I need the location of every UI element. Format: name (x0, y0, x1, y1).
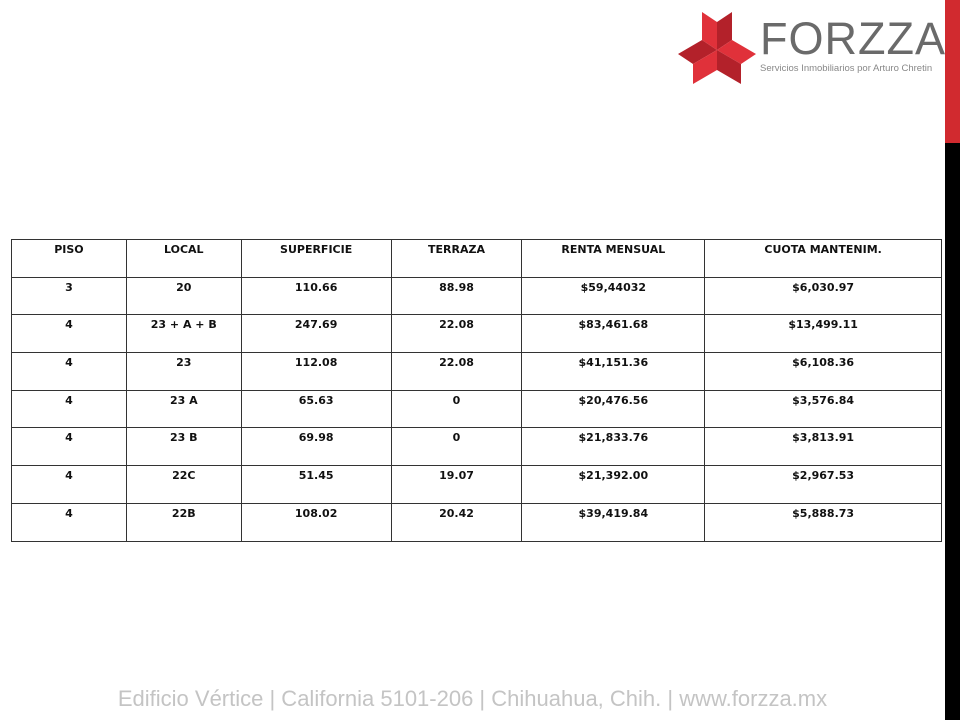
table-cell: 23 A (125, 389, 242, 429)
table-header-row: PISO LOCAL SUPERFICIE TERRAZA RENTA MENSUAL C… (11, 239, 942, 278)
table-row: 4 23 A 65.63 0 $20,476.56 $3,576.84 (11, 389, 942, 429)
table-cell: $6,108.36 (704, 352, 942, 391)
table-cell: 23 B (125, 427, 242, 467)
table-cell: $2,967.53 (704, 465, 942, 504)
table-cell: 0 (390, 389, 523, 429)
table-cell: $3,576.84 (704, 389, 942, 429)
table-row: 4 23 + A + B 247.69 22.08 $83,461.68 $13,499.… (11, 314, 942, 354)
table-cell: $6,030.97 (704, 276, 942, 316)
table-cell: $41,151.36 (521, 352, 706, 391)
star-logo-icon (678, 12, 756, 84)
table-cell: 108.02 (240, 502, 392, 542)
table-row: 4 22B 108.02 20.42 $39,419.84 $5,888.73 (11, 502, 942, 542)
column-header: LOCAL (125, 239, 242, 278)
table-cell: 0 (390, 427, 523, 467)
brand-name: FORZZA (760, 13, 946, 64)
table-cell: 110.66 (240, 276, 392, 316)
table-cell: 20.42 (390, 502, 523, 542)
table-cell: 4 (11, 352, 127, 391)
table-cell: $3,813.91 (704, 427, 942, 467)
table-cell: 4 (11, 314, 127, 354)
accent-bar-black (945, 143, 960, 720)
table-cell: 4 (11, 502, 127, 542)
table-cell: 88.98 (390, 276, 523, 316)
table-cell: 4 (11, 465, 127, 504)
table-cell: $83,461.68 (521, 314, 706, 354)
table-cell: 4 (11, 389, 127, 429)
table-row: 3 20 110.66 88.98 $59,44032 $6,030.97 (11, 276, 942, 316)
column-header: CUOTA MANTENIM. (704, 239, 942, 278)
table-cell: 23 + A + B (125, 314, 242, 354)
table-cell: 22B (125, 502, 242, 542)
table-cell: 3 (11, 276, 127, 316)
table-row: 4 23 B 69.98 0 $21,833.76 $3,813.91 (11, 427, 942, 467)
forzza-logo: FORZZA Servicios Inmobiliarios por Artur… (676, 10, 945, 90)
table-row: 4 22C 51.45 19.07 $21,392.00 $2,967.53 (11, 465, 942, 504)
table-cell: $20,476.56 (521, 389, 706, 429)
table-row: 4 23 112.08 22.08 $41,151.36 $6,108.36 (11, 352, 942, 391)
table-cell: 69.98 (240, 427, 392, 467)
table-cell: 20 (125, 276, 242, 316)
table-cell: 4 (11, 427, 127, 467)
table-cell: 23 (125, 352, 242, 391)
table-cell: 247.69 (240, 314, 392, 354)
column-header: SUPERFICIE (240, 239, 392, 278)
accent-bar-red (945, 0, 960, 143)
table-cell: $21,392.00 (521, 465, 706, 504)
rental-table: PISO LOCAL SUPERFICIE TERRAZA RENTA MENSUAL C… (11, 239, 942, 542)
table-cell: $13,499.11 (704, 314, 942, 354)
column-header: RENTA MENSUAL (521, 239, 706, 278)
column-header: TERRAZA (390, 239, 523, 278)
table-cell: 65.63 (240, 389, 392, 429)
table-cell: 22C (125, 465, 242, 504)
footer-address: Edificio Vértice | California 5101-206 |… (117, 686, 828, 711)
table-cell: 19.07 (390, 465, 523, 504)
table-cell: 22.08 (390, 352, 523, 391)
table-cell: $21,833.76 (521, 427, 706, 467)
table-cell: 22.08 (390, 314, 523, 354)
table-cell: 112.08 (240, 352, 392, 391)
column-header: PISO (11, 239, 127, 278)
table-cell: $59,44032 (521, 276, 706, 316)
brand-tagline: Servicios Inmobiliarios por Arturo Chret… (760, 63, 933, 74)
table-cell: $39,419.84 (521, 502, 706, 542)
table-cell: 51.45 (240, 465, 392, 504)
table-cell: $5,888.73 (704, 502, 942, 542)
